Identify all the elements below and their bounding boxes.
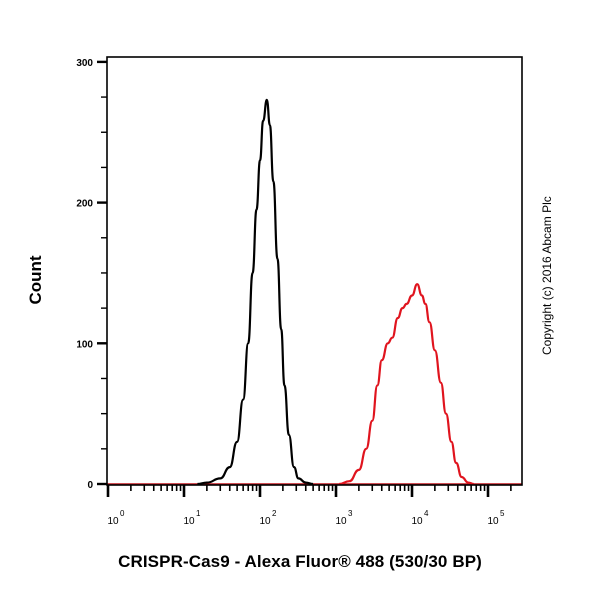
x-tick-exponent: 0 (120, 509, 125, 518)
x-tick-label: 10 (411, 516, 423, 527)
x-tick-exponent: 3 (348, 509, 353, 518)
plot-frame (106, 56, 523, 486)
x-tick-exponent: 4 (424, 509, 429, 518)
y-tick-label: 200 (76, 199, 93, 210)
y-tick-label: 100 (76, 339, 93, 350)
y-axis-label: Count (26, 255, 45, 305)
y-tick-label: 300 (76, 58, 93, 69)
x-tick-exponent: 5 (500, 509, 505, 518)
copyright-notice: Copyright (c) 2016 Abcam Plc (540, 196, 554, 355)
control-histogram-line (197, 98, 314, 486)
x-tick-label: 10 (183, 516, 195, 527)
y-tick-label: 0 (87, 480, 93, 491)
x-tick-exponent: 1 (196, 509, 201, 518)
x-tick-label: 10 (107, 516, 119, 527)
crispr-histogram-line (339, 283, 474, 486)
y-axis: 0 100 200 300 (76, 58, 107, 491)
x-tick-exponent: 2 (272, 509, 277, 518)
x-tick-label: 10 (487, 516, 499, 527)
x-tick-label: 10 (335, 516, 347, 527)
x-axis-label: CRISPR-Cas9 - Alexa Fluor® 488 (530/30 B… (118, 552, 482, 571)
series-group (107, 98, 522, 486)
x-tick-label: 10 (259, 516, 271, 527)
